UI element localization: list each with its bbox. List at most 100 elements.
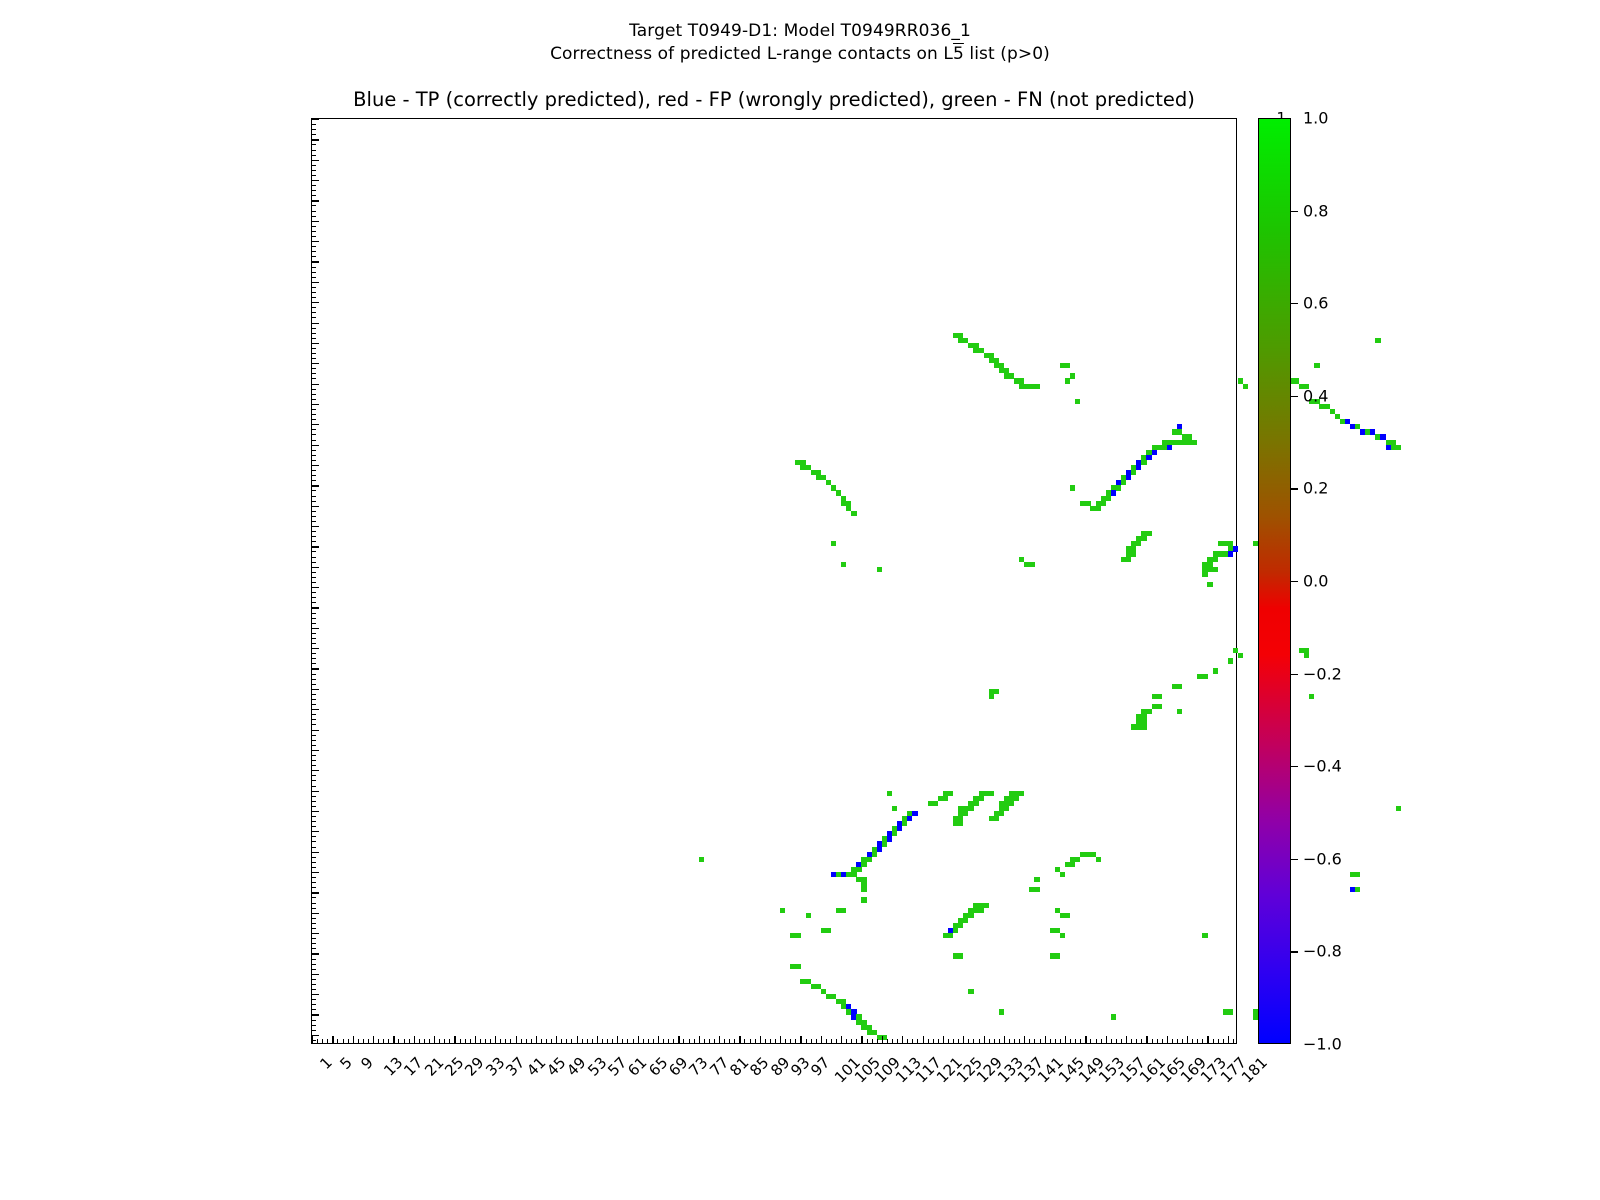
contact-cell (902, 821, 908, 827)
contact-cell (1065, 363, 1071, 369)
contact-cell (958, 922, 964, 929)
contact-cell (1176, 709, 1183, 715)
x-axis-tick (1054, 1039, 1056, 1043)
plot-area[interactable] (311, 118, 1401, 1044)
contact-cell (1105, 490, 1111, 496)
contact-cell (968, 907, 974, 913)
x-axis-tick (1126, 1036, 1128, 1043)
contact-cell (830, 485, 837, 491)
x-axis-tick (1192, 1039, 1194, 1043)
colorbar-tick-label: 0.8 (1303, 201, 1329, 221)
x-axis-tick (815, 1039, 817, 1043)
contact-cell (825, 927, 832, 934)
x-axis-tick (464, 1039, 466, 1043)
x-axis-tick (922, 1036, 924, 1043)
contact-cell (1385, 439, 1391, 445)
y-axis-tick (312, 592, 316, 594)
contact-cell (947, 933, 954, 939)
y-axis-tick (312, 144, 316, 146)
x-axis-tick (927, 1039, 929, 1043)
contact-cell (953, 953, 959, 959)
y-axis-tick (312, 185, 316, 187)
contact-cell (973, 902, 979, 908)
contact-cell (1156, 693, 1162, 700)
y-axis-tick (312, 734, 316, 736)
y-axis-tick (312, 1019, 316, 1021)
contact-cell (958, 810, 964, 817)
contact-cell (810, 470, 816, 476)
y-axis-tick (312, 342, 319, 345)
x-axis-tick (652, 1039, 654, 1043)
contact-cell (988, 790, 994, 796)
y-axis-tick (312, 220, 319, 222)
contact-cell (942, 933, 949, 939)
contact-cell (1349, 424, 1356, 430)
x-axis-label: 9 (357, 1053, 377, 1073)
contact-cell (1090, 505, 1096, 511)
x-axis-tick (500, 1039, 502, 1043)
contact-cell (805, 464, 811, 471)
y-axis-tick (312, 149, 316, 151)
contact-cell (841, 495, 847, 501)
x-axis-tick (780, 1036, 782, 1043)
y-axis-tick (312, 602, 316, 604)
y-axis-tick (312, 714, 316, 716)
x-axis-tick (1044, 1036, 1046, 1043)
contact-cell (1319, 403, 1325, 410)
contact-cell (1202, 566, 1208, 572)
x-axis-tick (657, 1036, 660, 1043)
contact-cell (1136, 724, 1142, 730)
y-axis-tick (312, 983, 316, 985)
contact-cell (1090, 851, 1096, 857)
contact-cell (861, 1019, 867, 1025)
contact-cell (1075, 856, 1081, 862)
contact-cell (1141, 709, 1147, 715)
contact-cell (1141, 454, 1147, 460)
contact-cell (907, 810, 913, 817)
contact-cell (1034, 887, 1040, 893)
y-axis-tick (312, 821, 316, 823)
contact-cell (1115, 485, 1122, 491)
y-axis-tick (312, 816, 316, 818)
x-axis-tick (983, 1036, 985, 1043)
contact-cell (1049, 927, 1055, 934)
contact-cell (886, 836, 893, 842)
x-axis-label: 97 (807, 1053, 834, 1080)
colorbar[interactable]: 1.0 0.8 0.6 0.4 0.2 0.0 −0.2 −0.4 −0.6 −0.8 −1.0 (1258, 109, 1342, 1054)
contact-cell (1146, 454, 1152, 460)
y-axis-tick (312, 948, 316, 950)
contact-cell (1095, 500, 1101, 506)
contact-cell (1227, 551, 1233, 557)
x-axis-tick (1100, 1039, 1102, 1043)
x-axis-tick (810, 1039, 812, 1043)
y-axis-tick (312, 317, 316, 319)
colorbar-tick (1291, 858, 1298, 860)
x-axis-tick (759, 1036, 761, 1043)
x-axis-tick (1059, 1039, 1061, 1043)
y-axis-tick (312, 866, 316, 868)
contact-cell (932, 800, 938, 806)
contact-cell (876, 1034, 882, 1040)
contact-cell (1131, 546, 1137, 552)
contact-cell (1314, 398, 1320, 405)
contact-cell (1003, 800, 1010, 806)
x-axis-tick (678, 1036, 680, 1043)
y-axis-tick (312, 520, 316, 522)
contact-cell (958, 337, 964, 343)
contact-cell (1141, 724, 1147, 730)
y-axis-tick (312, 490, 316, 492)
contact-cell (998, 810, 1005, 817)
x-axis-tick (586, 1039, 588, 1043)
contact-cell (1029, 383, 1035, 389)
x-axis-tick (1090, 1039, 1092, 1043)
contact-cell (1156, 704, 1162, 710)
contact-cell (846, 872, 852, 878)
contact-cell (1349, 872, 1356, 878)
contact-cell (861, 877, 867, 883)
contact-cell (998, 800, 1005, 806)
contact-cell (1110, 1014, 1116, 1020)
y-axis-tick (312, 347, 316, 349)
y-axis-tick (312, 424, 319, 426)
contact-cell (973, 795, 979, 801)
contact-cell (1207, 561, 1213, 567)
